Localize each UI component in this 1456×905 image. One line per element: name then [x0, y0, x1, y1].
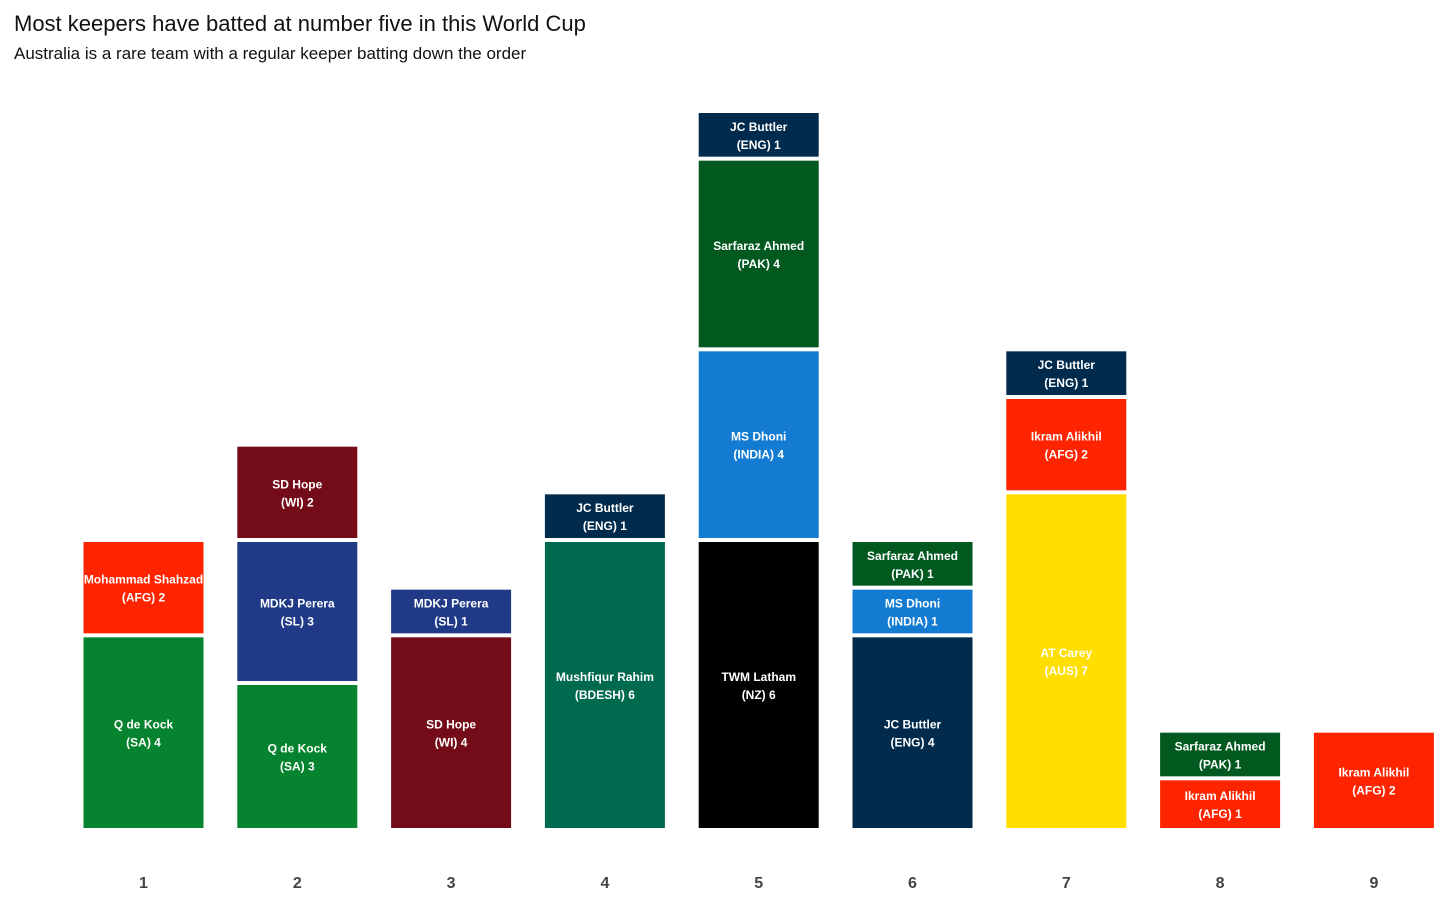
segment-label-name: MS Dhoni	[731, 430, 786, 444]
bar-segment	[237, 685, 358, 828]
bar-segment	[698, 542, 819, 828]
bar-segment	[237, 542, 358, 681]
segment-label-team-value: (AFG) 2	[122, 591, 166, 605]
bar-segment	[852, 542, 973, 586]
segment-label-team-value: (ENG) 1	[1044, 376, 1088, 390]
x-tick-label: 1	[139, 875, 148, 892]
segment-label-team-value: (SA) 4	[126, 736, 161, 750]
bar-segment	[83, 637, 204, 828]
segment-label-team-value: (INDIA) 1	[887, 615, 938, 629]
segment-label-team-value: (ENG) 4	[890, 736, 934, 750]
segment-label-team-value: (PAK) 1	[1199, 758, 1242, 772]
segment-label-team-value: (AFG) 2	[1045, 448, 1089, 462]
bar-segment	[1006, 494, 1127, 828]
x-tick-label: 5	[754, 875, 763, 892]
bar-segment	[83, 542, 204, 634]
segment-label-name: JC Buttler	[884, 718, 942, 732]
bar-segment	[698, 113, 819, 157]
bar-segment	[391, 589, 512, 634]
x-tick-label: 8	[1216, 875, 1225, 892]
x-tick-label: 9	[1369, 875, 1378, 892]
segment-label-name: Sarfaraz Ahmed	[867, 549, 958, 563]
chart-title: Most keepers have batted at number five …	[14, 11, 586, 36]
x-tick-label: 3	[447, 875, 456, 892]
segment-label-team-value: (ENG) 1	[583, 519, 627, 533]
bar-segment	[1006, 399, 1127, 491]
segment-label-team-value: (BDESH) 6	[575, 688, 635, 702]
segment-label-name: MS Dhoni	[885, 597, 940, 611]
bar-segment	[1313, 732, 1434, 828]
x-tick-label: 6	[908, 875, 917, 892]
segment-label-team-value: (NZ) 6	[742, 688, 776, 702]
bar-segment	[237, 446, 358, 538]
x-tick-label: 2	[293, 875, 302, 892]
segment-label-name: MDKJ Perera	[260, 597, 335, 611]
segment-label-team-value: (INDIA) 4	[733, 448, 784, 462]
segment-label-name: Q de Kock	[268, 742, 328, 756]
segment-label-name: Ikram Alikhil	[1338, 765, 1409, 779]
segment-label-name: Sarfaraz Ahmed	[1175, 740, 1266, 754]
bar-segment	[391, 637, 512, 828]
segment-label-team-value: (AFG) 1	[1198, 807, 1242, 821]
segment-label-team-value: (ENG) 1	[737, 138, 781, 152]
chart-subtitle: Australia is a rare team with a regular …	[14, 44, 527, 63]
segment-label-name: Ikram Alikhil	[1031, 430, 1102, 444]
segment-label-team-value: (PAK) 1	[891, 567, 934, 581]
bar-segment	[852, 637, 973, 828]
segment-label-name: AT Carey	[1040, 646, 1092, 660]
segment-label-name: Mushfiqur Rahim	[556, 670, 654, 684]
segment-label-name: TWM Latham	[721, 670, 796, 684]
bar-segment	[852, 589, 973, 634]
x-tick-label: 7	[1062, 875, 1071, 892]
segment-label-team-value: (SA) 3	[280, 760, 315, 774]
segment-label-name: Mohammad Shahzad	[84, 573, 203, 587]
bar-segment	[544, 542, 665, 828]
segment-label-name: SD Hope	[426, 718, 476, 732]
x-tick-label: 4	[600, 875, 609, 892]
segment-label-name: Sarfaraz Ahmed	[713, 239, 804, 253]
segment-label-name: MDKJ Perera	[414, 597, 489, 611]
bar-segment	[1006, 351, 1127, 395]
segment-label-team-value: (WI) 2	[281, 495, 314, 509]
segment-label-name: JC Buttler	[576, 501, 634, 515]
segment-label-name: JC Buttler	[1038, 358, 1096, 372]
segment-label-team-value: (WI) 4	[435, 736, 468, 750]
bar-segment	[698, 351, 819, 538]
segment-label-team-value: (SL) 3	[281, 615, 315, 629]
bar-segment	[698, 160, 819, 348]
segment-label-name: SD Hope	[272, 477, 322, 491]
bar-segment	[544, 494, 665, 538]
bar-segment	[1160, 732, 1281, 777]
segment-label-team-value: (PAK) 4	[737, 257, 780, 271]
segment-label-team-value: (AFG) 2	[1352, 783, 1396, 797]
segment-label-name: JC Buttler	[730, 120, 788, 134]
bar-segment	[1160, 780, 1281, 828]
segment-label-name: Q de Kock	[114, 718, 174, 732]
segment-label-team-value: (AUS) 7	[1045, 664, 1089, 678]
segment-label-name: Ikram Alikhil	[1185, 789, 1256, 803]
segment-label-team-value: (SL) 1	[434, 615, 468, 629]
